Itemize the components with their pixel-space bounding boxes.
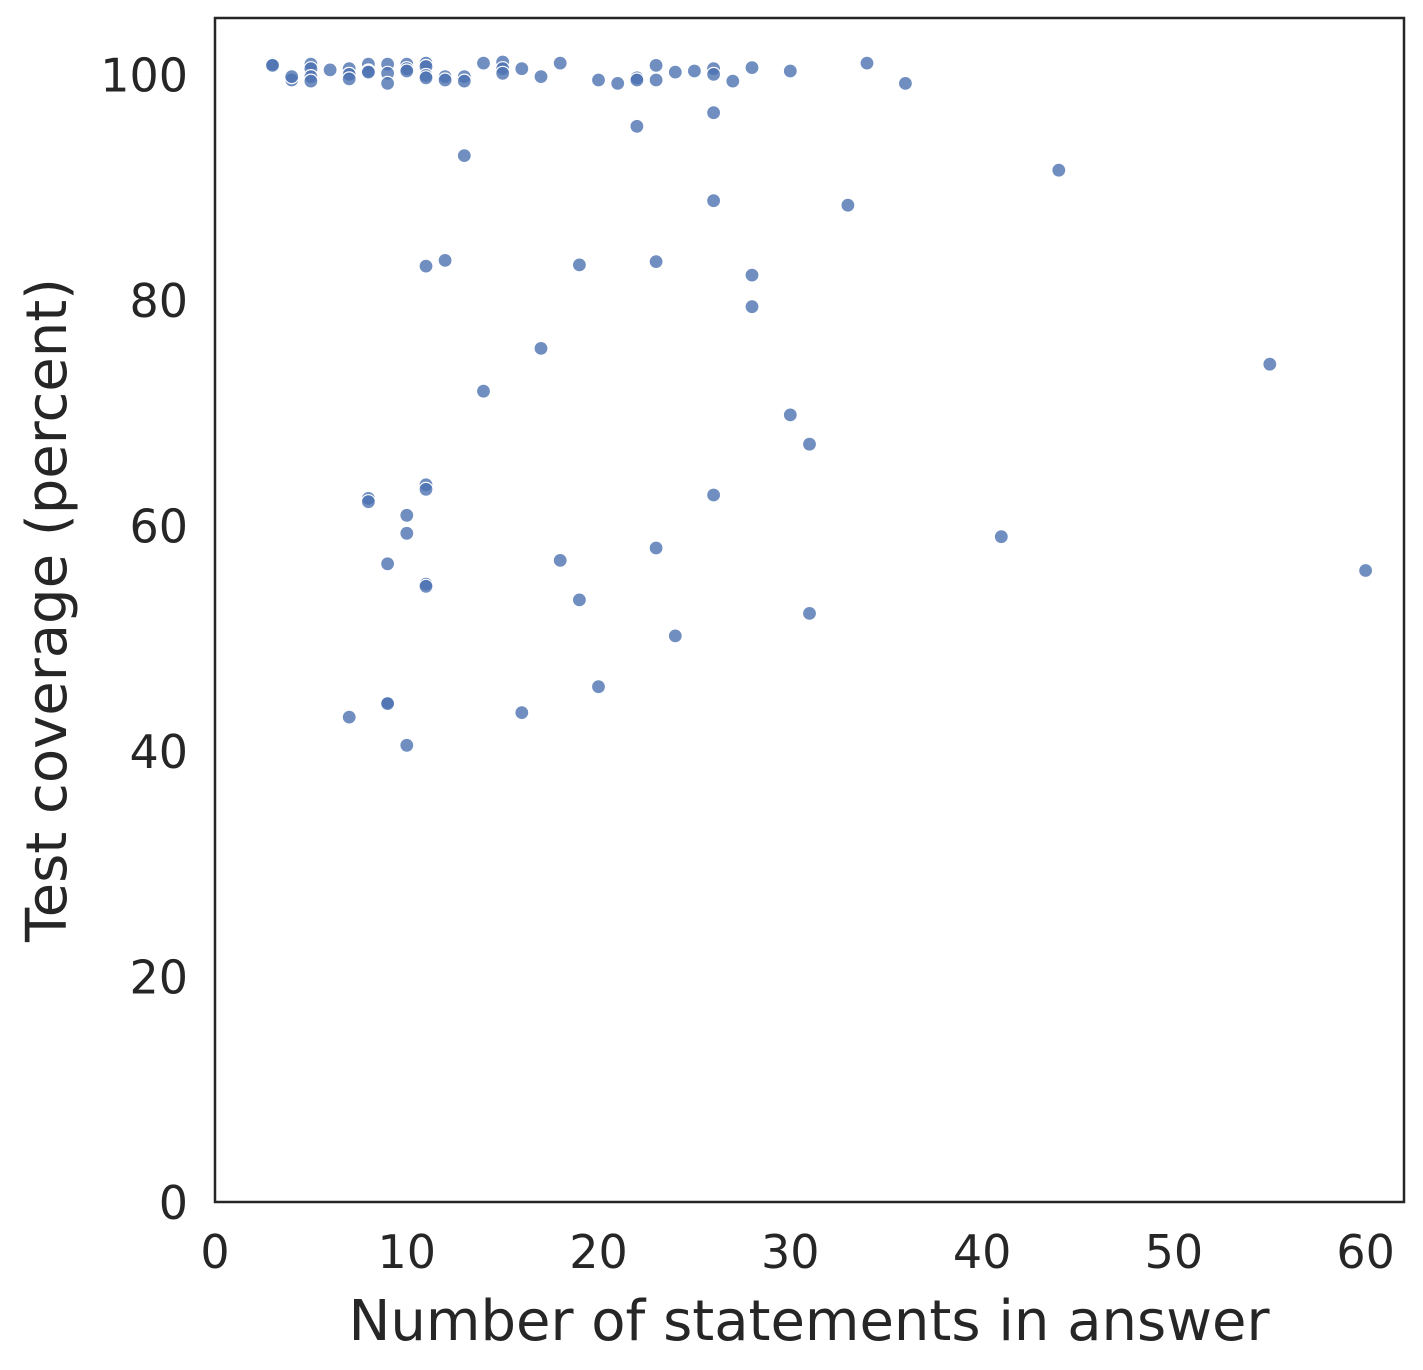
data-point <box>782 407 798 423</box>
data-point <box>667 628 683 644</box>
data-point <box>495 65 511 81</box>
data-point <box>475 383 492 399</box>
data-point <box>1262 356 1278 372</box>
data-point <box>399 63 415 79</box>
data-point <box>744 267 760 283</box>
data-point <box>648 57 664 74</box>
y-tick-label: 40 <box>129 725 188 779</box>
data-point <box>514 61 530 77</box>
y-tick-label: 0 <box>159 1176 188 1230</box>
x-tick-label: 0 <box>200 1225 229 1279</box>
data-points <box>264 54 1374 753</box>
data-point <box>456 148 472 164</box>
data-point <box>648 540 664 556</box>
x-axis-ticks: 0 10 20 30 40 50 60 <box>200 1225 1395 1279</box>
data-point <box>610 75 626 92</box>
data-point <box>648 254 664 270</box>
data-point <box>571 592 588 608</box>
data-point <box>571 257 588 273</box>
data-point <box>705 487 722 503</box>
data-point <box>380 75 396 92</box>
data-point <box>590 72 607 88</box>
data-point <box>399 525 415 541</box>
data-point <box>744 299 760 315</box>
data-point <box>380 695 396 712</box>
data-point <box>533 68 549 85</box>
y-axis-label: Test coverage (percent) <box>15 278 80 943</box>
y-tick-label: 100 <box>100 48 188 102</box>
data-point <box>418 258 434 274</box>
data-point <box>418 481 434 497</box>
data-point <box>475 55 492 71</box>
data-point <box>705 105 722 121</box>
data-point <box>686 63 703 79</box>
data-point <box>667 64 683 80</box>
data-point <box>629 118 645 134</box>
data-point <box>360 494 376 510</box>
x-tick-label: 10 <box>378 1225 437 1279</box>
data-point <box>380 556 396 572</box>
y-tick-label: 80 <box>129 274 188 328</box>
data-point <box>801 436 818 452</box>
data-point <box>629 72 645 88</box>
data-point <box>801 605 818 622</box>
x-tick-label: 20 <box>569 1225 628 1279</box>
data-point <box>744 59 760 76</box>
x-tick-label: 60 <box>1336 1225 1395 1279</box>
data-point <box>840 197 856 213</box>
data-point <box>399 737 415 753</box>
data-point <box>284 68 300 85</box>
data-point <box>341 71 357 87</box>
data-point <box>341 709 357 725</box>
data-point <box>303 73 319 89</box>
data-point <box>705 66 722 83</box>
data-point <box>533 340 549 356</box>
x-tick-label: 30 <box>761 1225 820 1279</box>
data-point <box>437 72 453 88</box>
x-axis-label: Number of statements in answer <box>349 1289 1271 1354</box>
data-point <box>1357 562 1374 579</box>
data-point <box>725 73 741 89</box>
data-point <box>418 70 434 86</box>
x-tick-label: 40 <box>953 1225 1012 1279</box>
data-point <box>993 529 1009 545</box>
data-point <box>514 704 530 721</box>
y-tick-label: 60 <box>129 499 188 553</box>
data-point <box>859 55 875 71</box>
data-point <box>418 578 434 594</box>
data-point <box>360 64 376 80</box>
data-point <box>264 57 281 74</box>
data-point <box>590 679 607 695</box>
data-point <box>456 73 472 89</box>
y-tick-label: 20 <box>129 951 188 1005</box>
data-point <box>648 72 664 88</box>
data-point <box>705 193 722 209</box>
data-point <box>322 62 338 78</box>
data-point <box>399 507 415 523</box>
plot-frame <box>213 16 1406 1204</box>
data-point <box>552 55 568 71</box>
data-point <box>782 63 798 79</box>
data-point <box>897 75 914 92</box>
data-point <box>552 552 568 569</box>
x-tick-label: 50 <box>1145 1225 1204 1279</box>
data-point <box>437 252 453 268</box>
y-axis-ticks: 0 20 40 60 80 100 <box>100 48 188 1230</box>
data-point <box>1051 162 1067 178</box>
